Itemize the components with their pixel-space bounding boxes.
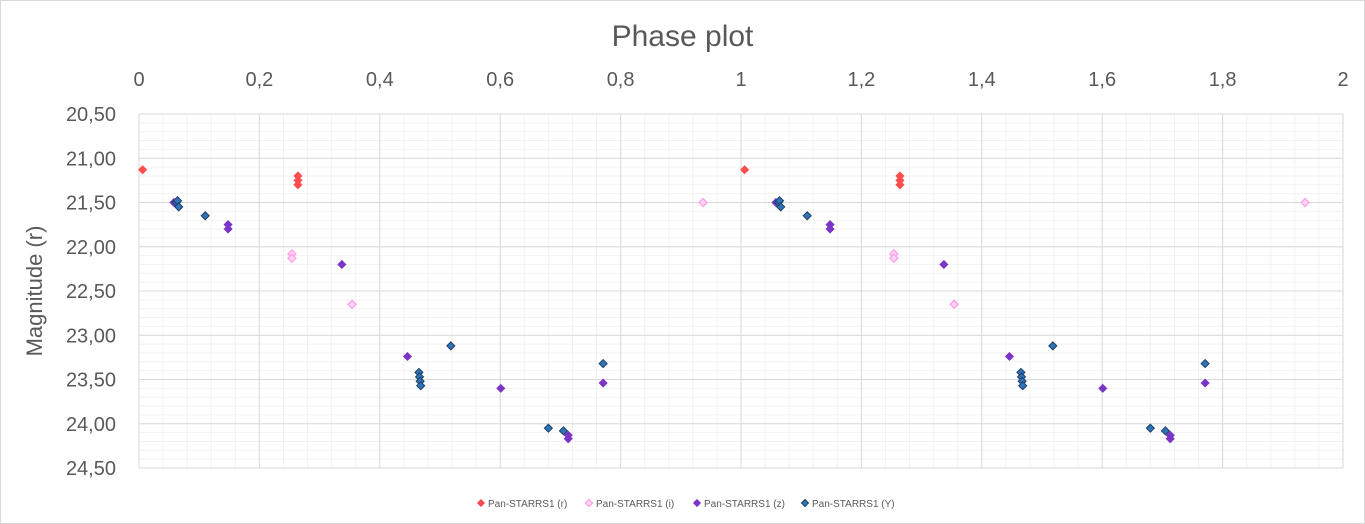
data-point xyxy=(889,253,899,264)
x-tick-label: 0,2 xyxy=(245,69,273,91)
data-point xyxy=(939,259,949,270)
legend-marker xyxy=(692,498,702,508)
y-tick-label: 21,50 xyxy=(66,193,116,215)
data-point xyxy=(200,211,210,221)
legend-label: Pan-STARRS1 (i) xyxy=(596,499,674,510)
data-point xyxy=(174,202,184,212)
chart-title: Phase plot xyxy=(611,20,754,53)
data-point xyxy=(825,224,835,234)
y-axis-tick-labels: 20,50 21,00 21,50 22,00 22,50 23,00 23,50 24,00… xyxy=(66,104,116,480)
data-point xyxy=(402,351,413,362)
x-axis-tick-labels: 0 0,2 0,4 0,6 0,8 1 1,2 1,4 1,6 1,8 2 xyxy=(133,69,1348,91)
data-point xyxy=(1300,197,1310,208)
x-tick-label: 1,2 xyxy=(847,69,875,91)
y-axis-title: Magnitude (r) xyxy=(22,226,47,357)
x-tick-label: 0,8 xyxy=(607,69,635,91)
y-tick-label: 22,50 xyxy=(66,281,116,303)
series-3 xyxy=(171,196,1210,436)
x-tick-label: 0,4 xyxy=(366,69,394,91)
data-point xyxy=(563,434,573,444)
data-point xyxy=(1160,426,1171,436)
data-point xyxy=(558,426,569,436)
legend: Pan-STARRS1 (r) Pan-STARRS1 (i) Pan-STARRS… xyxy=(476,498,895,510)
data-point xyxy=(1200,358,1210,369)
data-points xyxy=(138,165,1310,444)
x-tick-label: 1,8 xyxy=(1209,69,1237,91)
x-tick-label: 1,4 xyxy=(968,69,996,91)
data-point xyxy=(223,224,233,234)
y-tick-label: 23,00 xyxy=(66,325,116,347)
data-point xyxy=(416,380,426,391)
x-tick-label: 1,6 xyxy=(1088,69,1116,91)
x-tick-label: 1 xyxy=(735,69,746,91)
data-point xyxy=(1004,351,1015,362)
data-point xyxy=(949,299,959,310)
data-point xyxy=(293,180,303,190)
data-point xyxy=(1048,341,1058,351)
x-tick-label: 0,6 xyxy=(486,69,514,91)
y-tick-label: 21,00 xyxy=(66,148,116,170)
data-point xyxy=(138,165,148,175)
data-point xyxy=(347,299,357,310)
data-point xyxy=(1165,434,1175,444)
legend-label: Pan-STARRS1 (r) xyxy=(488,499,567,510)
y-tick-label: 23,50 xyxy=(66,370,116,392)
data-point xyxy=(543,423,554,433)
legend-label: Pan-STARRS1 (Y) xyxy=(812,499,895,510)
legend-marker xyxy=(584,498,594,508)
major-gridlines xyxy=(138,113,1344,469)
y-tick-label: 20,50 xyxy=(66,104,116,126)
data-point xyxy=(1018,380,1028,391)
y-tick-label: 24,50 xyxy=(66,458,116,480)
legend-marker xyxy=(476,498,486,508)
data-point xyxy=(337,259,347,270)
data-point xyxy=(698,197,708,208)
data-point xyxy=(740,165,750,175)
data-point xyxy=(1200,378,1210,388)
series-1 xyxy=(287,197,1310,310)
data-point xyxy=(496,383,506,393)
data-point xyxy=(1098,383,1108,393)
data-point xyxy=(287,253,297,264)
data-point xyxy=(598,378,608,388)
x-tick-label: 0 xyxy=(133,69,144,91)
y-tick-label: 22,00 xyxy=(66,237,116,259)
series-0 xyxy=(138,165,905,190)
y-tick-label: 24,00 xyxy=(66,414,116,436)
data-point xyxy=(446,341,456,351)
data-point xyxy=(1145,423,1156,433)
data-point xyxy=(802,211,812,221)
legend-marker xyxy=(800,498,810,508)
legend-label: Pan-STARRS1 (z) xyxy=(704,499,785,510)
data-point xyxy=(598,358,608,369)
data-point xyxy=(776,202,786,212)
x-tick-label: 2 xyxy=(1337,69,1348,91)
data-point xyxy=(895,180,905,190)
